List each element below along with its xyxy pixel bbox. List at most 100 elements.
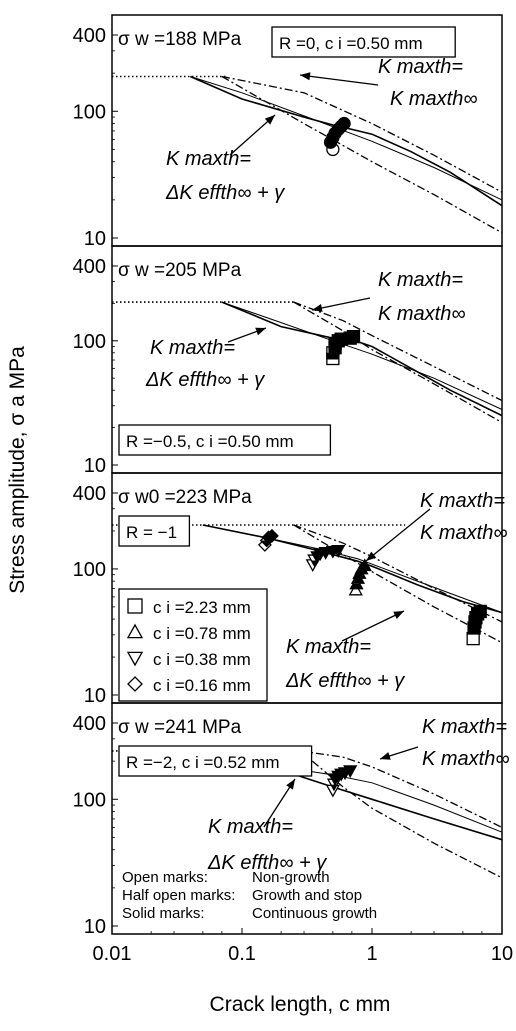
panel-frame [111,702,503,935]
threshold-curve [189,75,503,207]
y-tick-label: 400 [73,256,106,278]
arrow-head [286,779,295,790]
annotation-text: K maxth= [378,269,463,291]
kmaxth-inf-line [300,750,503,828]
dkeff-line [221,75,503,234]
annotation-text: ΔK effth∞ + γ [207,852,327,874]
y-tick-label: 10 [84,685,106,707]
data-point [348,582,363,596]
data-point [343,765,358,779]
condition-box [271,26,456,58]
y-tick-label: 400 [73,713,106,735]
arrow-head [255,327,266,336]
annotation-arrow [229,114,276,156]
y-tick-label: 10 [84,916,106,938]
data-point [357,558,372,572]
data-point [337,116,351,131]
condition-box [118,424,332,456]
sigma-w-label: σ w =188 MPa [118,29,242,50]
dkeff-line [293,524,503,644]
arrow-head [312,304,323,312]
legend-box [118,588,268,702]
annotation-text: K maxth= [422,716,507,738]
dkeff-line [293,301,503,424]
condition-label: R = −1 [126,523,177,542]
thin-curve [221,301,503,410]
annotation-arrow [299,74,379,86]
annotation-text: K maxth= [166,148,251,170]
arrow-head [264,115,275,125]
y-tick-label: 100 [73,789,106,811]
sigma-w-label: σ w0 =223 MPa [118,487,252,508]
condition-box [118,745,313,777]
data-point-half [468,627,481,634]
data-point-half [311,560,318,566]
panel-2: 10 100 400 σ w =205 MPa R =−0.5, c i =0.50 m… [73,245,503,477]
note-value: Continuous growth [252,905,377,922]
annotation-text: K maxth∞ [420,522,508,544]
legend-label: c i =0.16 mm [153,676,251,695]
annotation-text: K maxth= [420,490,505,512]
annotation-text: K maxth= [150,337,235,359]
note-key: Half open marks: [122,887,235,904]
arrow-head [366,551,377,561]
condition-label: R =−0.5, c i =0.50 mm [126,432,294,451]
legend-marker [127,676,143,692]
legend-label: c i =0.78 mm [153,624,251,643]
arrow-head [393,611,404,619]
annotation-text: ΔK effth∞ + γ [285,670,405,692]
condition-label: R =−2, c i =0.52 mm [126,753,280,772]
panel-1: 10 100 400 σ w =188 MPa R =0, c i =0.50 mm K … [73,14,503,250]
arrow-head [300,72,311,81]
arrow-head [380,752,391,760]
panel-4: 10 100 400 σ w =241 MPa R =−2, c i =0.52 mm K… [73,702,510,938]
condition-label: R =0, c i =0.50 mm [279,34,423,53]
legend-label: c i =2.23 mm [153,598,251,617]
x-tick-label: 1 [366,943,377,965]
annotation-text: K maxth= [286,636,371,658]
x-tick-label: 0.1 [228,943,256,965]
x-axis-label: Crack length, c mm [210,993,391,1016]
annotation-text: K maxth= [208,816,293,838]
annotation-text: K maxth∞ [378,303,466,325]
data-point-half [326,352,339,359]
x-axis: 0.01 0.1 1 10 [93,928,513,965]
y-tick-label: 100 [73,101,106,123]
data-point [331,545,346,558]
y-tick-label: 10 [84,455,106,477]
annotation-text: ΔK effth∞ + γ [165,182,285,204]
data-point-half [469,621,482,628]
sigma-w-label: σ w =241 MPa [118,717,242,738]
y-axis-label: Stress amplitude, σ a MPa [6,346,29,594]
legend-marker [126,623,144,639]
annotation-text: ΔK effth∞ + γ [145,369,265,391]
annotation-text: K maxth∞ [390,88,478,110]
y-tick-label: 400 [73,483,106,505]
annotation-arrow [341,610,405,642]
note-key: Solid marks: [122,905,205,922]
annotation-text: K maxth= [378,56,463,78]
dkeff-line [299,750,503,879]
data-point [265,528,279,543]
note-key: Open marks: [122,869,208,886]
kmaxth-inf-line [293,301,503,402]
note-value: Non-growth [252,869,330,886]
data-point-half [350,583,363,589]
y-tick-label: 400 [73,25,106,47]
annotation-arrow [365,508,431,562]
note-value: Growth and stop [252,887,362,904]
y-tick-label: 100 [73,559,106,581]
annotation-text: K maxth∞ [422,748,510,770]
threshold-curve [221,301,503,417]
legend-marker [126,651,144,667]
legend-label: c i =0.38 mm [153,650,251,669]
panel-3: 10 100 400 σ w0 =223 MPa R = −1 K maxth= K max… [73,472,508,707]
condition-box [118,515,191,547]
data-point-half [329,347,342,354]
data-point-half [330,784,338,791]
legend-marker [127,598,143,614]
y-tick-label: 10 [84,228,106,250]
y-tick-label: 100 [73,331,106,353]
sigma-w-label: σ w =205 MPa [118,260,242,281]
